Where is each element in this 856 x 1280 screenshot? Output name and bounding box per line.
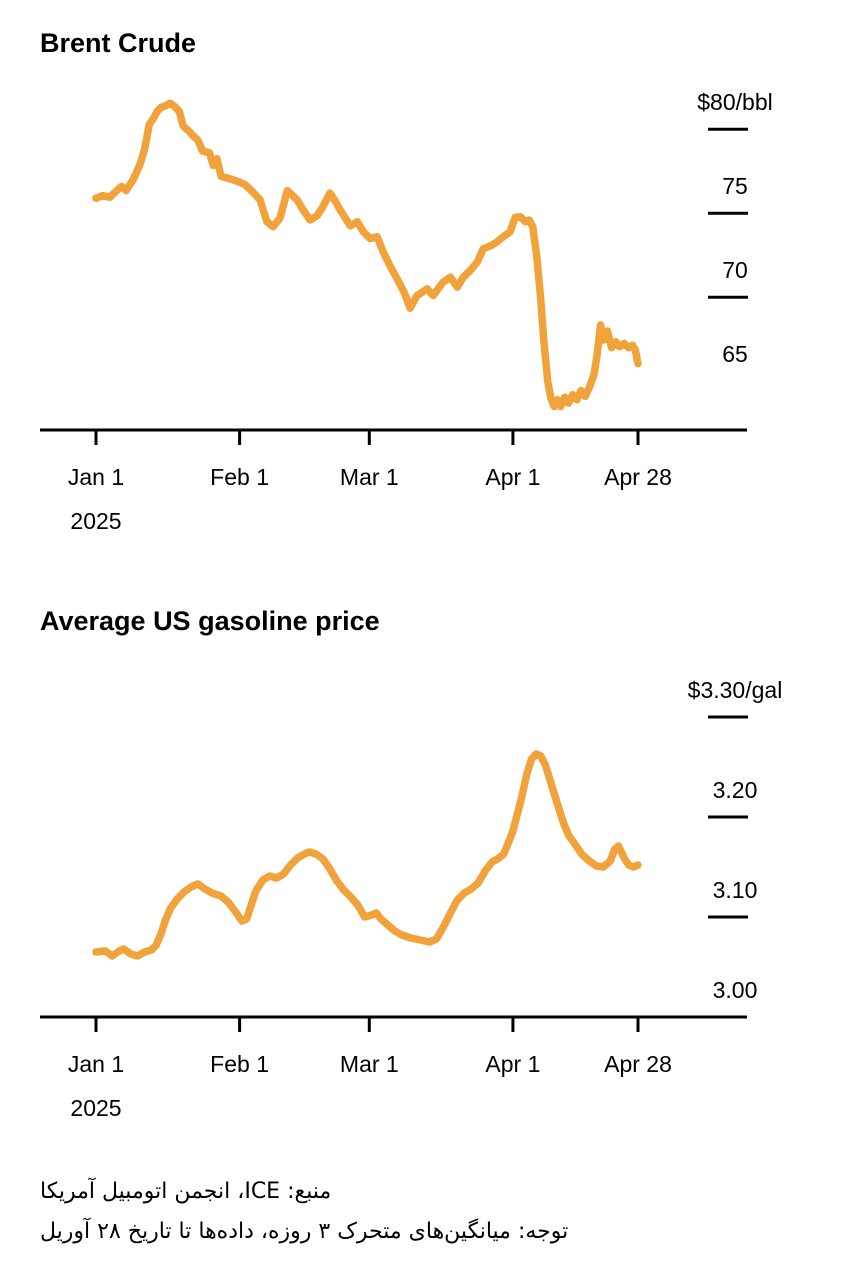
y-axis-label: 3.00 [712,977,758,1003]
y-axis-label: 75 [722,173,748,200]
y-axis-label: 65 [722,341,748,368]
y-axis-label: 70 [722,257,748,284]
footer-note: منبع: ICE، انجمن اتومبیل آمریکا توجه: می… [40,1172,816,1252]
note-line: توجه: میانگین‌های متحرک ۳ روزه، داده‌ها … [40,1219,569,1244]
x-axis-year-label: 2025 [70,1095,122,1121]
brent-price-line [92,99,642,411]
source-line: منبع: ICE، انجمن اتومبیل آمریکا [40,1179,332,1204]
x-axis-label: Apr 28 [604,464,672,490]
y-axis-label: $80/bbl [697,89,773,116]
x-axis-label: Feb 1 [210,1051,269,1077]
x-axis-label: Jan 1 [67,464,125,490]
y-axis-label: 3.20 [712,777,758,803]
x-axis-label: Apr 1 [485,464,541,490]
gasoline-chart-title: Average US gasoline price [40,606,380,636]
x-axis-label: Apr 28 [604,1051,672,1077]
x-axis-label: Mar 1 [339,464,399,490]
x-axis-label: Feb 1 [210,464,269,490]
gasoline-price-line [92,750,642,960]
x-axis-label: Apr 1 [485,1051,541,1077]
brent-chart-title: Brent Crude [40,28,197,58]
x-axis-year-label: 2025 [70,508,122,534]
y-axis-label: $3.30/gal [687,677,783,703]
x-axis-label: Jan 1 [67,1051,125,1077]
x-axis-label: Mar 1 [339,1051,399,1077]
y-axis-label: 3.10 [712,877,758,903]
